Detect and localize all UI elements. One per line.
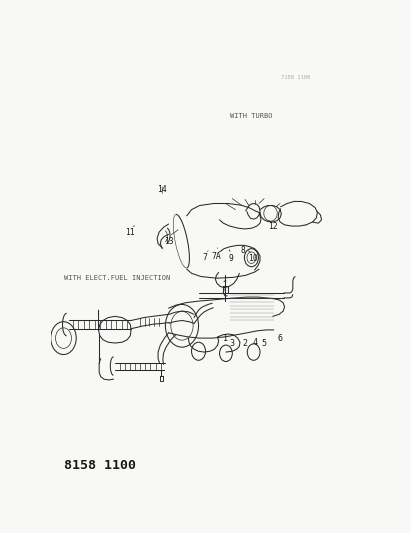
Text: 10: 10 <box>248 254 258 263</box>
Text: 11: 11 <box>125 228 135 237</box>
Text: 5: 5 <box>262 340 267 349</box>
Text: 3: 3 <box>230 340 235 349</box>
Text: 9: 9 <box>229 254 234 263</box>
Text: 7158 1100: 7158 1100 <box>281 75 310 80</box>
Text: 7: 7 <box>203 253 207 262</box>
Text: 7A: 7A <box>212 252 221 261</box>
Bar <box>223 286 228 293</box>
Text: 13: 13 <box>164 237 174 246</box>
Text: 12: 12 <box>268 222 277 231</box>
Text: 14: 14 <box>157 184 167 193</box>
Bar <box>159 376 163 381</box>
Text: 8158 1100: 8158 1100 <box>64 459 136 472</box>
Text: 6: 6 <box>277 334 283 343</box>
Text: 1: 1 <box>223 334 228 343</box>
Text: 8: 8 <box>240 246 245 255</box>
Text: 4: 4 <box>252 338 257 347</box>
Text: 2: 2 <box>242 338 247 348</box>
Text: WITH ELECT.FUEL INJECTION: WITH ELECT.FUEL INJECTION <box>64 275 171 281</box>
Text: WITH TURBO: WITH TURBO <box>230 114 272 119</box>
